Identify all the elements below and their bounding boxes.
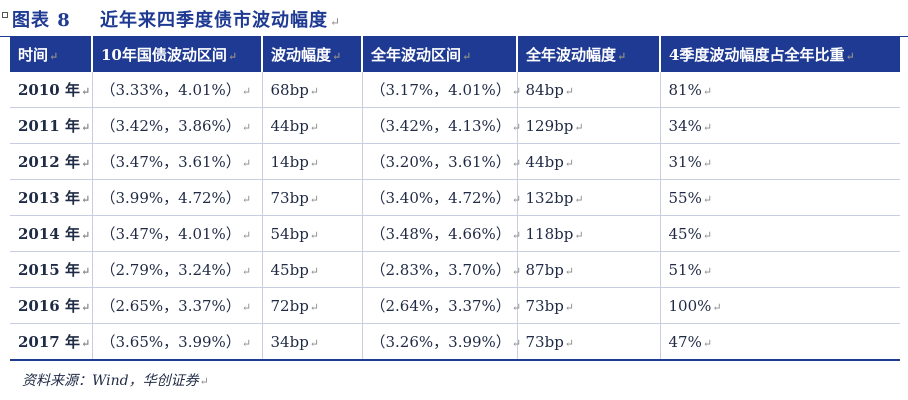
cell-annual-range: （3.17%，4.01%）↵ xyxy=(362,72,521,108)
cell-annual-amplitude: 73bp↵ xyxy=(517,323,661,361)
header-10y-range: 10年国债波动区间↵ xyxy=(92,36,263,72)
table-row: 2016 年↵ （2.65%，3.37%）↵ 72bp↵ （2.64%，3.37… xyxy=(10,287,900,324)
cell-10y-range: （3.42%，3.86%）↵ xyxy=(92,107,263,144)
cell-annual-amplitude: 118bp↵ xyxy=(517,215,661,252)
cell-annual-range: （3.26%，3.99%）↵ xyxy=(362,323,521,361)
table-row: 2014 年↵ （3.47%，4.01%）↵ 54bp↵ （3.48%，4.66… xyxy=(10,215,900,252)
cell-10y-range: （3.33%，4.01%）↵ xyxy=(92,72,263,108)
source-note: 资料来源：Wind，华创证券↵ xyxy=(22,370,209,390)
cell-year: 2017 年↵ xyxy=(10,323,93,361)
cell-annual-range: （3.48%，4.66%）↵ xyxy=(362,215,521,252)
cell-10y-range: （3.99%，4.72%）↵ xyxy=(92,179,263,216)
cell-year: 2010 年↵ xyxy=(10,72,93,108)
cell-annual-range: （3.42%，4.13%）↵ xyxy=(362,107,521,144)
cell-q4-share: 31%↵ xyxy=(660,143,900,180)
cell-annual-amplitude: 84bp↵ xyxy=(517,72,661,108)
cell-q4-share: 45%↵ xyxy=(660,215,900,252)
header-time: 时间↵ xyxy=(10,36,93,72)
cell-q4-share: 100%↵ xyxy=(660,287,900,324)
cell-annual-amplitude: 87bp↵ xyxy=(517,251,661,288)
volatility-table: 时间↵ 10年国债波动区间↵ 波动幅度↵ 全年波动区间↵ 全年波动幅度↵ 4季度… xyxy=(10,36,900,361)
cell-10y-range: （3.65%，3.99%）↵ xyxy=(92,323,263,361)
figure-title: 近年来四季度债市波动幅度 ↵ xyxy=(100,6,341,32)
figure-label: 图表 8 xyxy=(12,10,71,31)
figure-title-bar: 图表 8 近年来四季度债市波动幅度 ↵ xyxy=(0,0,908,37)
header-q4-share: 4季度波动幅度占全年比重↵ xyxy=(660,36,900,72)
cell-annual-range: （3.20%，3.61%）↵ xyxy=(362,143,521,180)
cell-10y-range: （2.79%，3.24%）↵ xyxy=(92,251,263,288)
cell-annual-range: （3.40%，4.72%）↵ xyxy=(362,179,521,216)
cell-q4-share: 51%↵ xyxy=(660,251,900,288)
table-row: 2010 年↵ （3.33%，4.01%）↵ 68bp↵ （3.17%，4.01… xyxy=(10,72,900,108)
cell-10y-range: （3.47%，3.61%）↵ xyxy=(92,143,263,180)
figure-title-text: 近年来四季度债市波动幅度 xyxy=(100,10,328,31)
cell-q4-amplitude: 14bp↵ xyxy=(262,143,363,180)
table-row: 2012 年↵ （3.47%，3.61%）↵ 14bp↵ （3.20%，3.61… xyxy=(10,143,900,180)
cell-10y-range: （2.65%，3.37%）↵ xyxy=(92,287,263,324)
header-annual-amplitude: 全年波动幅度↵ xyxy=(517,36,661,72)
cell-q4-amplitude: 54bp↵ xyxy=(262,215,363,252)
cell-10y-range: （3.47%，4.01%）↵ xyxy=(92,215,263,252)
cell-q4-share: 81%↵ xyxy=(660,72,900,108)
cell-q4-amplitude: 44bp↵ xyxy=(262,107,363,144)
cell-annual-amplitude: 132bp↵ xyxy=(517,179,661,216)
cell-q4-amplitude: 73bp↵ xyxy=(262,179,363,216)
cell-q4-share: 47%↵ xyxy=(660,323,900,361)
cell-q4-amplitude: 68bp↵ xyxy=(262,72,363,108)
cell-q4-amplitude: 34bp↵ xyxy=(262,323,363,361)
paragraph-mark-icon: ↵ xyxy=(199,375,209,388)
header-q4-amplitude: 波动幅度↵ xyxy=(262,36,363,72)
cell-annual-amplitude: 73bp↵ xyxy=(517,287,661,324)
cell-annual-range: （2.83%，3.70%）↵ xyxy=(362,251,521,288)
cell-annual-amplitude: 129bp↵ xyxy=(517,107,661,144)
cell-q4-amplitude: 72bp↵ xyxy=(262,287,363,324)
table-row: 2013 年↵ （3.99%，4.72%）↵ 73bp↵ （3.40%，4.72… xyxy=(10,179,900,216)
cell-year: 2014 年↵ xyxy=(10,215,93,252)
cell-annual-amplitude: 44bp↵ xyxy=(517,143,661,180)
table-row: 2015 年↵ （2.79%，3.24%）↵ 45bp↵ （2.83%，3.70… xyxy=(10,251,900,288)
anchor-marker-icon xyxy=(2,12,8,18)
cell-annual-range: （2.64%，3.37%）↵ xyxy=(362,287,521,324)
cell-q4-share: 34%↵ xyxy=(660,107,900,144)
header-annual-range: 全年波动区间↵ xyxy=(362,36,518,72)
cell-q4-share: 55%↵ xyxy=(660,179,900,216)
cell-year: 2011 年↵ xyxy=(10,107,93,144)
cell-q4-amplitude: 45bp↵ xyxy=(262,251,363,288)
table-row: 2011 年↵ （3.42%，3.86%）↵ 44bp↵ （3.42%，4.13… xyxy=(10,107,900,144)
paragraph-mark-icon: ↵ xyxy=(330,15,342,29)
table-header-row: 时间↵ 10年国债波动区间↵ 波动幅度↵ 全年波动区间↵ 全年波动幅度↵ 4季度… xyxy=(10,36,900,72)
cell-year: 2012 年↵ xyxy=(10,143,93,180)
table-row: 2017 年↵ （3.65%，3.99%）↵ 34bp↵ （3.26%，3.99… xyxy=(10,323,900,361)
cell-year: 2016 年↵ xyxy=(10,287,93,324)
cell-year: 2013 年↵ xyxy=(10,179,93,216)
source-text: 资料来源：Wind，华创证券 xyxy=(22,373,199,389)
cell-year: 2015 年↵ xyxy=(10,251,93,288)
